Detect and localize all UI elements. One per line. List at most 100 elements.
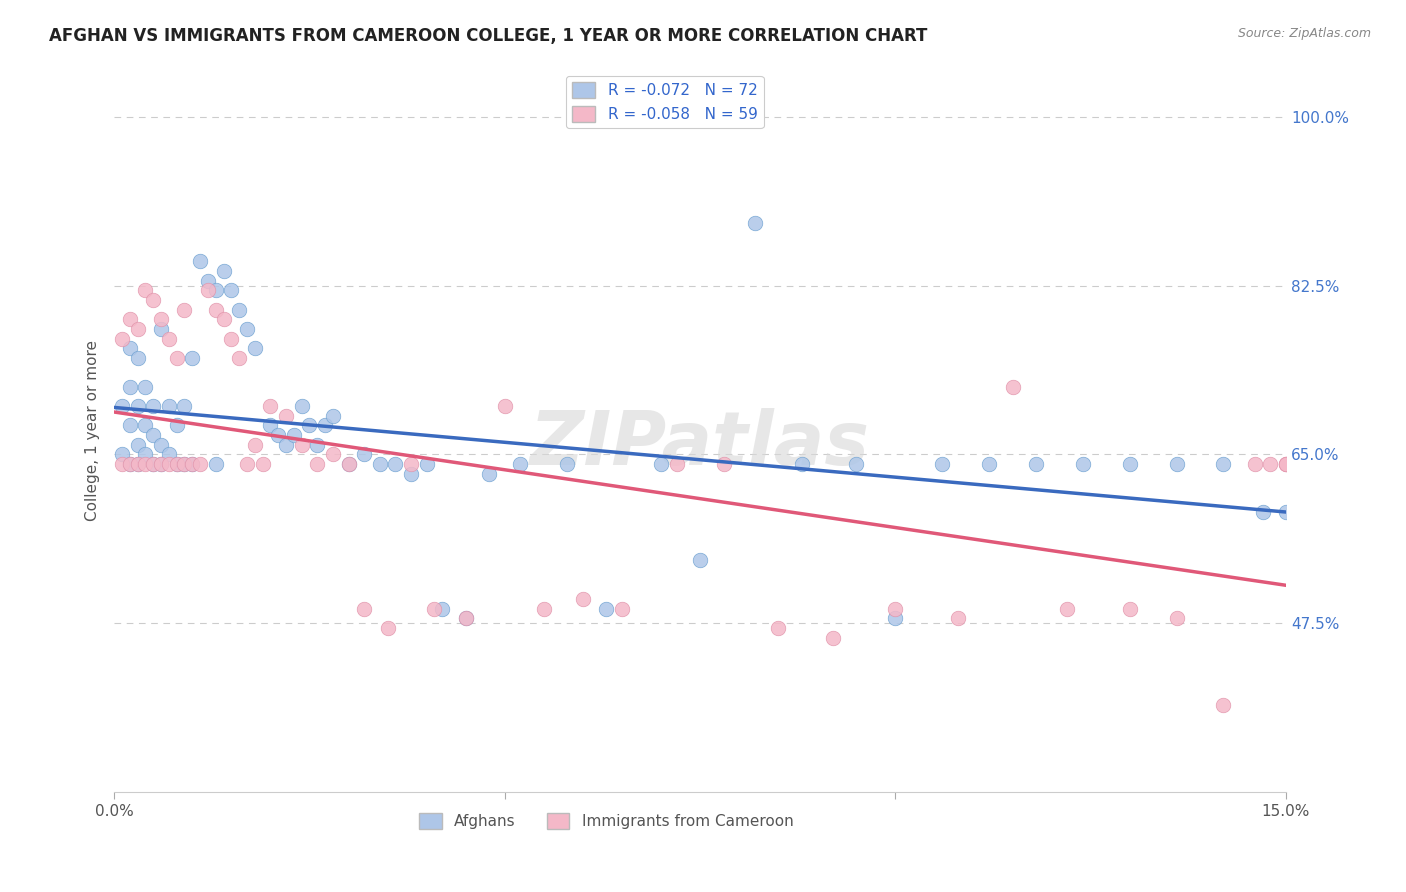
Point (134, 418, 156, 433)
Point (188, 254, 211, 268)
Point (204, 284, 226, 298)
Point (322, 447, 344, 461)
Point (150, 322, 173, 336)
Point (1251, 505, 1274, 519)
Point (243, 438, 266, 452)
Point (173, 399, 195, 413)
Point (1243, 457, 1265, 471)
Point (494, 399, 516, 413)
Point (821, 631, 844, 645)
Point (314, 418, 336, 433)
Point (111, 457, 134, 471)
Point (127, 399, 149, 413)
Point (555, 457, 578, 471)
Point (1071, 457, 1094, 471)
Point (399, 457, 422, 471)
Point (150, 438, 173, 452)
Point (118, 457, 141, 471)
Point (1260, 457, 1282, 471)
Point (150, 312, 173, 326)
Text: AFGHAN VS IMMIGRANTS FROM CAMEROON COLLEGE, 1 YEAR OR MORE CORRELATION CHART: AFGHAN VS IMMIGRANTS FROM CAMEROON COLLE… (49, 27, 928, 45)
Point (274, 409, 297, 423)
Point (142, 293, 165, 307)
Point (118, 380, 141, 394)
Point (432, 601, 454, 615)
Point (142, 399, 165, 413)
Point (173, 457, 195, 471)
Point (127, 457, 149, 471)
Point (118, 312, 141, 326)
Point (204, 302, 226, 317)
Point (118, 418, 141, 433)
Point (150, 457, 173, 471)
Point (368, 457, 391, 471)
Point (744, 216, 766, 230)
Point (689, 553, 711, 567)
Point (790, 457, 813, 471)
Point (1212, 457, 1234, 471)
Point (533, 601, 555, 615)
Point (353, 447, 375, 461)
Point (127, 351, 149, 365)
Point (142, 457, 165, 471)
Point (454, 611, 477, 625)
Point (166, 457, 188, 471)
Point (134, 284, 156, 298)
Point (118, 457, 141, 471)
Point (572, 592, 595, 607)
Point (1166, 611, 1188, 625)
Point (977, 457, 1000, 471)
Point (181, 457, 204, 471)
Point (259, 399, 281, 413)
Point (243, 341, 266, 355)
Point (134, 380, 156, 394)
Point (204, 457, 226, 471)
Point (291, 399, 314, 413)
Point (1275, 505, 1298, 519)
Point (236, 457, 259, 471)
Point (610, 601, 633, 615)
Legend: Afghans, Immigrants from Cameroon: Afghans, Immigrants from Cameroon (413, 806, 800, 835)
Y-axis label: College, 1 year or more: College, 1 year or more (86, 340, 100, 521)
Point (252, 457, 274, 471)
Point (188, 457, 211, 471)
Point (111, 399, 134, 413)
Point (1275, 457, 1298, 471)
Point (173, 457, 195, 471)
Point (509, 457, 531, 471)
Text: Source: ZipAtlas.com: Source: ZipAtlas.com (1237, 27, 1371, 40)
Point (197, 274, 219, 288)
Point (307, 438, 329, 452)
Point (1056, 601, 1078, 615)
Point (173, 302, 195, 317)
Point (931, 457, 953, 471)
Point (181, 351, 204, 365)
Point (181, 457, 204, 471)
Point (221, 332, 243, 346)
Text: ZIPatlas: ZIPatlas (530, 409, 870, 481)
Point (267, 428, 290, 442)
Point (150, 457, 173, 471)
Point (142, 457, 165, 471)
Point (384, 457, 406, 471)
Point (1119, 457, 1142, 471)
Point (298, 418, 321, 433)
Point (228, 302, 250, 317)
Point (478, 467, 501, 481)
Point (1166, 457, 1188, 471)
Point (118, 341, 141, 355)
Point (142, 428, 165, 442)
Point (1001, 380, 1024, 394)
Point (291, 438, 314, 452)
Point (423, 601, 446, 615)
Point (274, 438, 297, 452)
Point (212, 312, 235, 326)
Point (127, 438, 149, 452)
Point (111, 332, 134, 346)
Point (665, 457, 688, 471)
Point (1212, 698, 1234, 713)
Point (399, 467, 422, 481)
Point (650, 457, 672, 471)
Point (1119, 601, 1142, 615)
Point (166, 351, 188, 365)
